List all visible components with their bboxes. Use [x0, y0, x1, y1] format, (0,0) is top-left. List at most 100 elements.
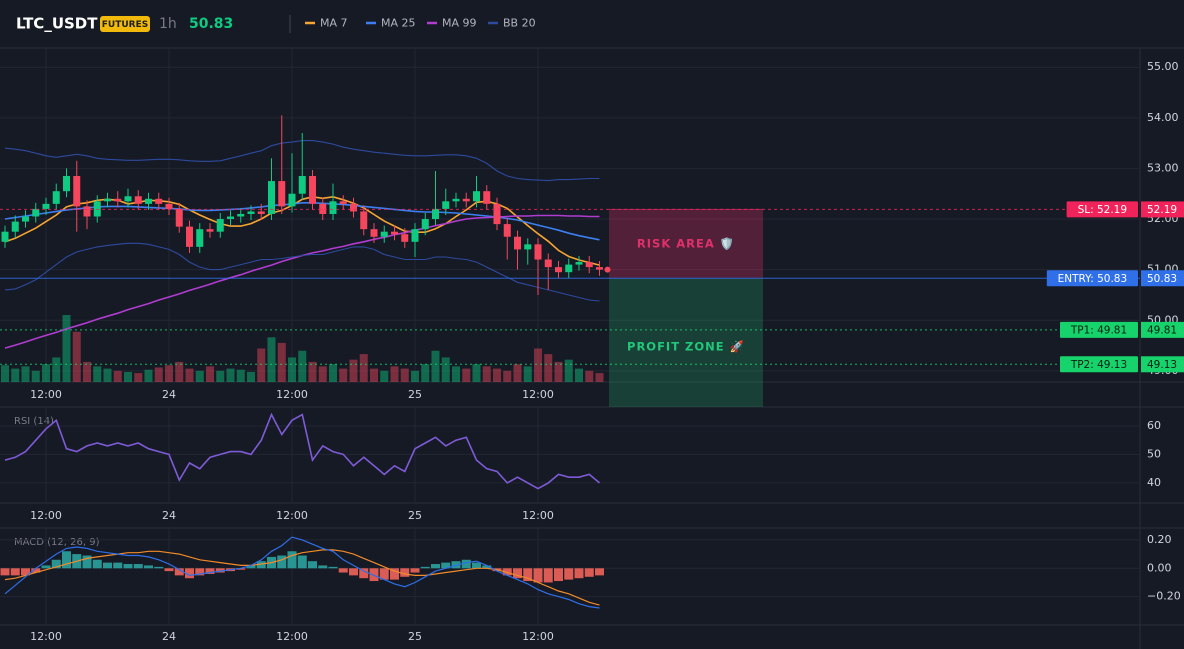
y-tick-label: −0.20	[1147, 590, 1181, 603]
x-tick-label: 24	[162, 388, 176, 401]
macd-hist-bar	[441, 562, 451, 569]
level-tag: TP2: 49.13	[1070, 359, 1127, 371]
legend-label: MA 25	[381, 17, 416, 30]
y-tick-label: 53.00	[1147, 161, 1179, 174]
macd-hist-bar	[236, 568, 246, 570]
macd-hist-bar	[390, 568, 399, 580]
candle-body	[411, 229, 419, 242]
volume-bar	[93, 366, 102, 382]
x-tick-label: 12:00	[522, 630, 554, 643]
volume-bar	[288, 357, 296, 382]
macd-hist-bar	[318, 565, 328, 569]
macd-hist-bar	[41, 565, 51, 569]
x-tick-label: 12:00	[276, 630, 308, 643]
candle-body	[1, 231, 9, 242]
x-tick-label: 12:00	[30, 509, 62, 522]
macd-hist-bar	[113, 562, 123, 569]
x-tick-label: 12:00	[30, 388, 62, 401]
profit-label: PROFIT ZONE 🚀	[627, 340, 745, 354]
volume-bar	[267, 337, 276, 382]
macd-hist-bar	[277, 555, 287, 569]
candle-body	[134, 196, 142, 204]
volume-bar	[1, 365, 9, 382]
candle-body	[11, 221, 19, 232]
level-axis-bg	[1141, 356, 1184, 373]
macd-hist-bar	[574, 568, 584, 579]
macd-hist-bar	[359, 568, 369, 579]
level-axis-bg	[1141, 201, 1184, 218]
macd-hist-bar	[133, 564, 143, 569]
candle-body	[93, 201, 101, 217]
volume-bar	[359, 354, 368, 382]
volume-bar	[441, 357, 450, 382]
header-bar	[0, 0, 1184, 48]
volume-bar	[329, 364, 337, 382]
candle-body	[114, 198, 122, 202]
macd-hist-bar	[595, 568, 604, 576]
volume-bar	[154, 367, 163, 382]
rsi-line	[4, 412, 601, 490]
candle-body	[288, 193, 296, 207]
volume-bar	[482, 366, 491, 382]
volume-bar	[21, 366, 30, 382]
candle-body	[186, 226, 193, 247]
candle-body	[124, 196, 132, 202]
macd-hist-bar	[554, 568, 563, 582]
candle-body	[585, 262, 593, 268]
macd-hist-bar	[215, 568, 225, 573]
macd-hist-bar	[144, 565, 153, 569]
macd-hist-bar	[103, 562, 112, 569]
candle-body	[339, 201, 347, 204]
macd-hist-bar	[205, 568, 215, 574]
candle-body	[442, 201, 450, 209]
macd-hist-bar	[513, 568, 522, 579]
level-axis-bg	[1141, 270, 1184, 287]
x-tick-label: 24	[162, 630, 176, 643]
candle-body	[596, 267, 603, 270]
candle-body	[22, 216, 29, 222]
badge-bg	[100, 16, 150, 32]
last-dot	[604, 266, 611, 273]
candle-body	[309, 176, 316, 204]
macd-hist-bar	[369, 568, 379, 582]
macd-hist-bar	[195, 568, 205, 576]
y-tick-label: 55.00	[1147, 60, 1179, 73]
y-tick-label: 0.20	[1147, 533, 1172, 546]
candle-body	[329, 201, 337, 214]
macd-hist-bar	[379, 568, 389, 580]
macd-hist-bar	[62, 551, 71, 569]
volume-bar	[349, 359, 358, 382]
candle-body	[360, 211, 368, 230]
macd-hist-bar	[154, 566, 164, 569]
volume-bar	[308, 361, 317, 382]
candle-body	[247, 211, 255, 214]
macd-hist-bar	[164, 568, 174, 572]
volume-bar	[411, 370, 419, 382]
x-tick-label: 25	[408, 509, 422, 522]
signal-line	[4, 549, 600, 606]
level-tag-bg	[1046, 270, 1138, 287]
volume-bar	[431, 350, 440, 382]
candle-body	[514, 236, 521, 250]
candle-body	[462, 198, 470, 202]
last-price: 50.83	[189, 16, 233, 32]
volume-bar	[534, 348, 542, 382]
candle-body	[42, 203, 50, 209]
y-tick-label: 40	[1147, 476, 1161, 489]
x-tick-label: 12:00	[276, 388, 308, 401]
candle-body	[370, 229, 378, 237]
macd-hist-bar	[410, 568, 420, 573]
macd-hist-bar	[349, 568, 358, 576]
macd-hist-bar	[533, 568, 543, 583]
macd-hist-bar	[31, 568, 41, 573]
symbol: LTC_USDT	[16, 15, 98, 33]
candle-body	[452, 198, 460, 202]
volume-bar	[277, 342, 286, 382]
legend-label: MA 99	[442, 17, 477, 30]
candle-body	[319, 203, 327, 214]
volume-bar	[257, 348, 266, 382]
volume-bar	[298, 350, 307, 382]
candle-body	[257, 211, 265, 214]
